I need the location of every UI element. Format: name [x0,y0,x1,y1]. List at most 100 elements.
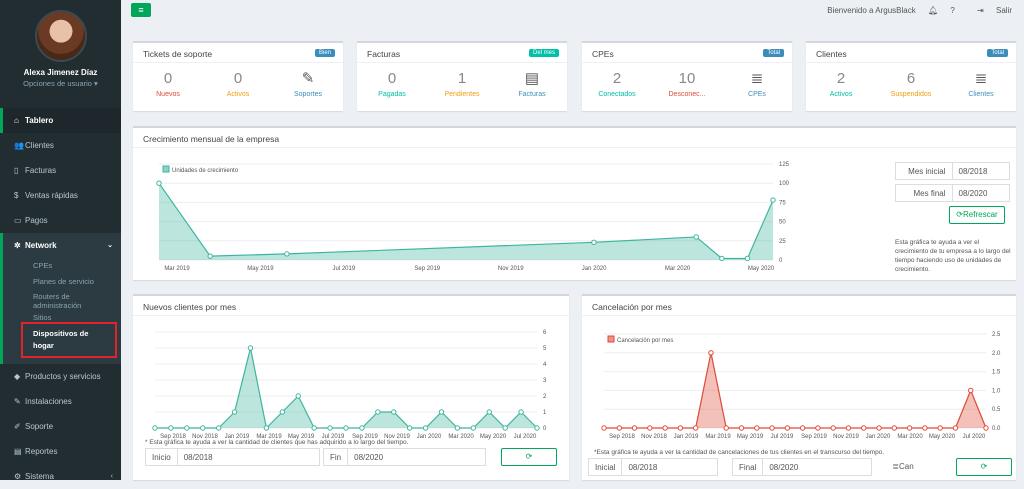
y-tick-label: 3 [543,378,547,384]
sidebar-item-productos[interactable]: ◆ Productos y servicios [0,364,121,389]
bell-icon[interactable]: 🔔︎ [927,6,939,15]
sidebar-item-ventas[interactable]: $ Ventas rápidas [0,183,121,208]
end-month-value[interactable]: 08/2020 [958,189,988,198]
data-point [486,409,492,415]
sidebar-sub-planes[interactable]: Planes de servicio [33,277,94,286]
data-point [616,425,622,431]
x-tick-label: Nov 2018 [641,434,667,440]
sidebar-item-soporte[interactable]: ✐ Soporte [0,414,121,439]
stat-label: Clientes [968,91,994,98]
data-point [375,409,381,415]
stat-item[interactable]: 0 Nuevos [133,69,202,98]
stat-item[interactable]: 10 Desconec... [652,69,721,98]
stat-item[interactable]: 2 Conectados [582,69,651,98]
stat-value: 0 [233,70,243,87]
start-month-field[interactable]: Mes inicial 08/2018 [895,162,1010,180]
stat-item[interactable]: 0 Pagadas [357,69,426,98]
data-point [152,425,158,431]
sidebar-item-pagos[interactable]: ▭ Pagos [0,208,121,233]
series-area [155,348,537,428]
inicio-value[interactable]: 08/2018 [183,453,213,462]
final-value[interactable]: 08/2020 [769,463,799,472]
data-point [343,425,349,431]
x-tick-label: Jul 2019 [333,266,356,272]
data-point [769,425,775,431]
sidebar-sub-cpes[interactable]: CPEs [33,261,53,270]
inicio-label: Inicio [146,449,178,465]
inicial-field[interactable]: Inicial 08/2018 [588,458,718,476]
data-point [693,234,699,240]
sidebar-item-label: Facturas [25,166,57,175]
stat-label: Activos [226,91,250,98]
inicio-field[interactable]: Inicio 08/2018 [145,448,320,466]
end-month-field[interactable]: Mes final 08/2020 [895,184,1010,202]
growth-note: Esta gráfica te ayuda a ver el crecimien… [895,239,1011,273]
y-tick-label: 4 [543,362,547,368]
topbar: ≡ Bienvenido a ArgusBlack 🔔︎ ? ⇥ Salir [121,0,1024,28]
sidebar-sub-routers[interactable]: Routers de administración [33,292,82,310]
list-icon: ≣ [892,462,899,471]
sidebar-item-reportes[interactable]: ▤ Reportes [0,439,121,464]
x-tick-label: Mar 2019 [164,266,190,272]
stat-item[interactable]: 2 Activos [806,69,875,98]
y-tick-label: 2 [543,394,547,400]
new-clients-chart: 0 1 2 3 4 5 6 Sep 2018 Nov 2018 Jan 2019 Mar 2019 M… [152,330,547,440]
data-point [207,253,213,259]
sidebar-sub-sitios[interactable]: Sitios [33,313,52,322]
sidebar-item-sistema[interactable]: ⚙ Sistema ‹ [0,464,121,489]
book-icon: ▤ [14,447,22,456]
growth-title: Crecimiento mensual de la empresa [133,128,1016,148]
new-clients-title: Nuevos clientes por mes [133,296,569,316]
sidebar-item-clientes[interactable]: 👥Clientes [0,133,121,158]
cancel-list-button[interactable]: ≣Can [876,458,930,476]
cancel-list-label: ≣Can [886,458,919,476]
stat-item[interactable]: 0 Activos [203,69,272,98]
data-point [876,425,882,431]
data-point [279,409,286,415]
logout-link[interactable]: ⇥ Salir [967,6,1012,15]
stat-item[interactable]: ≣ Clientes [946,69,1015,98]
menu-toggle-button[interactable]: ≡ [131,3,151,17]
sidebar-item-label: Instalaciones [25,397,72,406]
start-month-value[interactable]: 08/2018 [958,167,988,176]
help-icon[interactable]: ? [950,6,955,15]
sidebar-item-facturas[interactable]: ▯ Facturas [0,158,121,183]
data-point [359,425,365,431]
fin-value[interactable]: 08/2020 [354,453,384,462]
stat-item[interactable]: ▤ Facturas [497,69,566,98]
stat-item[interactable]: ≣ CPEs [722,69,791,98]
x-tick-label: Mar 2019 [705,434,731,440]
data-point [391,409,397,415]
y-tick-label: 0.0 [992,426,1001,432]
data-point [231,409,238,415]
refresh-cancel-button[interactable]: ⟳ [956,458,1012,476]
user-options-link[interactable]: Opciones de usuario ▾ [23,79,98,88]
data-point [518,409,524,415]
series-line [158,182,774,260]
stat-label: CPEs [748,91,766,98]
final-field[interactable]: Final 08/2020 [732,458,872,476]
fin-field[interactable]: Fin 08/2020 [323,448,486,466]
stat-item[interactable]: ✎ Soportes [273,69,342,98]
card-header: CPEs Total [582,43,792,63]
sidebar: Alexa Jimenez Díaz Opciones de usuario ▾… [0,0,121,481]
sidebar-sub-dispositivos[interactable]: Dispositivos de hogar [21,322,117,358]
x-tick-label: Nov 2019 [833,434,859,440]
stat-item[interactable]: 1 Pendientes [427,69,496,98]
inicial-value[interactable]: 08/2018 [628,463,658,472]
x-tick-label: May 2019 [247,266,274,272]
topbar-right: Bienvenido a ArgusBlack 🔔︎ ? ⇥ Salir [817,6,1012,15]
stat-card: CPEs Total 2 Conectados 10 Desconec... ≣ CPEs [582,41,792,111]
refresh-button[interactable]: ⟳Refrescar [949,206,1005,224]
sidebar-item-network[interactable]: ✲ Network ⌄ [3,233,121,258]
stat-value: ≣ [750,70,764,87]
x-tick-label: Sep 2019 [414,266,440,272]
sidebar-item-instalaciones[interactable]: ✎ Instalaciones [0,389,121,414]
stat-value: ≣ [974,70,988,87]
x-tick-label: Mar 2020 [665,266,691,272]
wrench-icon: ✐ [14,422,21,431]
stat-card: Clientes Total 2 Activos 6 Suspendidos ≣ Clien… [806,41,1016,111]
refresh-newclients-button[interactable]: ⟳ [501,448,557,466]
stat-item[interactable]: 6 Suspendidos [876,69,945,98]
sidebar-item-tablero[interactable]: ⌂ Tablero [0,108,121,133]
